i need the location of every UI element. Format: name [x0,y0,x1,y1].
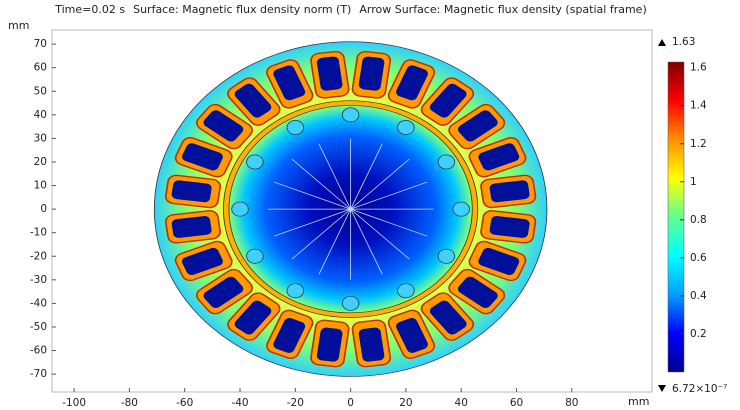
y-tick-label: 40 [34,109,47,121]
y-tick-label: -70 [30,368,47,380]
max-marker [658,39,666,46]
x-tick-label: 60 [510,397,523,409]
magnet [342,296,359,310]
magnet [453,202,470,216]
y-tick-label: 0 [40,203,47,215]
magnet [232,202,249,216]
motor [154,42,547,377]
magnet [342,108,359,122]
y-tick-label: 10 [34,180,47,192]
colorbar-tick-label: 0.4 [690,290,707,302]
y-unit: mm [8,19,29,32]
colorbar-tick-label: 1.4 [690,100,707,112]
magnet-pole [342,296,359,310]
y-tick-label: 50 [34,85,47,97]
stator-slot [480,210,536,244]
title-part: Time=0.02 s [54,3,125,16]
x-tick-label: -60 [176,397,193,409]
colorbar [668,62,684,372]
stator-slot [480,174,536,208]
chart: Time=0.02 s Surface: Magnetic flux densit… [0,0,740,410]
title-part: Arrow Surface: Magnetic flux density (sp… [359,3,646,16]
stator-slot [351,51,391,99]
min-marker [658,385,666,392]
colorbar-tick-label: 0.2 [690,328,707,340]
colorbar-tick-label: 0.6 [690,252,707,264]
x-tick-label: -40 [231,397,248,409]
title-part: Surface: Magnetic flux density norm (T) [133,3,351,16]
x-tick-label: -80 [121,397,138,409]
field-plot [154,42,547,377]
y-tick-label: -10 [30,227,47,239]
max-label: 1.63 [672,36,695,48]
x-unit: mm [628,395,649,408]
stator-slot [310,319,350,367]
x-tick-label: -20 [287,397,304,409]
stator-slot [165,174,221,208]
y-tick-label: -20 [30,250,47,262]
x-tick-label: 80 [565,397,578,409]
y-tick-label: -50 [30,321,47,333]
y-tick-label: -40 [30,297,47,309]
colorbar-tick-label: 1 [690,176,697,188]
y-tick-label: -60 [30,345,47,357]
x-tick-label: 0 [347,397,354,409]
magnet-pole [342,108,359,122]
x-tick-label: 40 [455,397,468,409]
y-tick-label: -30 [30,274,47,286]
colorbar-tick-label: 1.6 [690,62,707,74]
y-tick-label: 20 [34,156,47,168]
stator-slot [351,319,391,367]
chart-title: Time=0.02 s Surface: Magnetic flux densit… [54,3,647,16]
stator-slot [165,210,221,244]
y-tick-label: 30 [34,132,47,144]
magnet-pole [453,202,470,216]
x-tick-label: -100 [62,397,86,409]
colorbar-tick-label: 0.8 [690,214,707,226]
min-label: 6.72×10⁻⁷ [672,383,727,395]
y-tick-label: 70 [34,38,47,50]
y-tick-label: 60 [34,62,47,74]
colorbar-tick-label: 1.2 [690,138,707,150]
magnet-pole [232,202,249,216]
x-tick-label: 20 [399,397,412,409]
stator-slot [310,51,350,99]
